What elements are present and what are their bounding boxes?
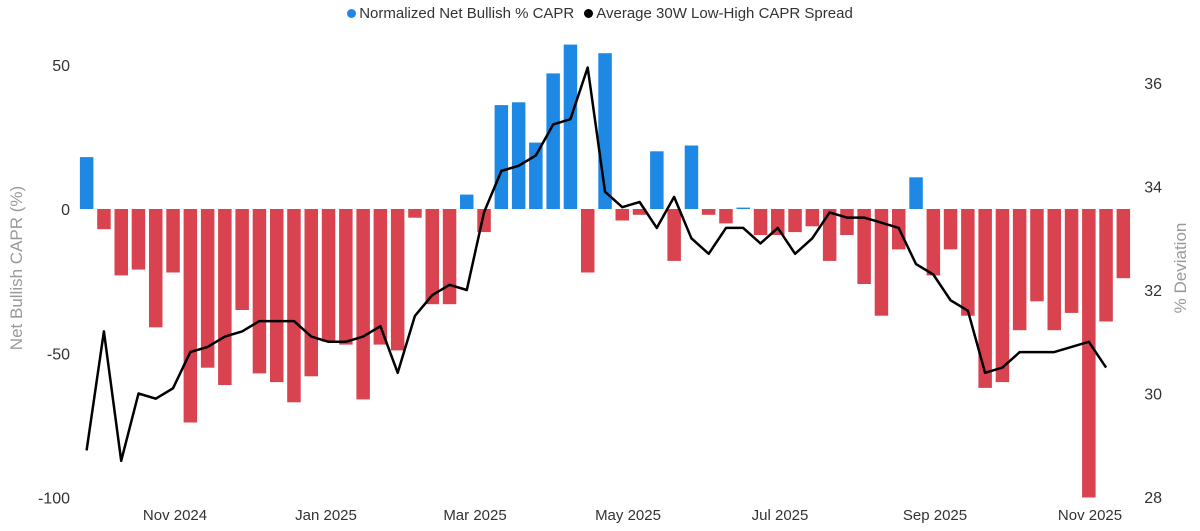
bar <box>252 209 267 374</box>
bar <box>857 209 871 284</box>
bar <box>926 209 941 276</box>
bar <box>1116 209 1131 279</box>
bar <box>408 209 422 218</box>
right-axis-tick: 32 <box>1144 283 1162 300</box>
bar <box>373 209 388 345</box>
bar <box>736 207 750 209</box>
bar <box>563 44 578 209</box>
legend-item-bullish[interactable]: Normalized Net Bullish % CAPR <box>347 5 574 22</box>
bar <box>321 209 336 342</box>
bar <box>650 151 664 209</box>
bar <box>460 194 474 209</box>
bar <box>356 209 370 400</box>
bar <box>840 209 854 235</box>
bar <box>1012 209 1027 331</box>
x-axis-tick: May 2025 <box>595 507 661 524</box>
bar <box>995 209 1010 383</box>
bar <box>719 209 733 224</box>
left-axis-tick: -50 <box>47 346 70 363</box>
bar <box>1064 209 1079 313</box>
left-axis-tick: -100 <box>38 491 70 508</box>
bar <box>200 209 215 368</box>
bar <box>771 209 785 235</box>
bar <box>511 102 526 209</box>
bar <box>978 209 992 388</box>
bar <box>581 209 595 273</box>
x-axis-tick: Jul 2025 <box>752 507 809 524</box>
bar <box>874 209 889 316</box>
x-axis-tick: Nov 2024 <box>143 507 207 524</box>
bar <box>1030 209 1044 302</box>
right-axis-tick: 34 <box>1144 180 1162 197</box>
bar <box>166 209 180 273</box>
bar <box>79 157 94 209</box>
bar <box>909 177 923 209</box>
bar <box>961 209 975 316</box>
bar <box>183 209 198 423</box>
bar <box>632 209 647 215</box>
spread-line <box>85 66 1108 463</box>
bar <box>494 105 509 209</box>
right-axis-tick: 28 <box>1144 490 1162 507</box>
x-axis-tick: Nov 2025 <box>1058 507 1122 524</box>
bar <box>425 209 439 305</box>
bar <box>822 209 837 261</box>
legend-label-spread: Average 30W Low-High CAPR Spread <box>596 5 853 22</box>
bar <box>1047 209 1061 331</box>
bar <box>667 209 681 261</box>
bar <box>339 209 353 345</box>
legend: Normalized Net Bullish % CAPR Average 30… <box>0 5 1200 22</box>
bar <box>788 209 802 233</box>
bar <box>131 209 146 270</box>
legend-label-bullish: Normalized Net Bullish % CAPR <box>359 5 575 22</box>
bar <box>529 142 543 209</box>
bar <box>1082 209 1096 498</box>
bar <box>615 209 629 221</box>
bar <box>701 209 716 215</box>
bar <box>218 209 232 385</box>
bar <box>390 209 405 351</box>
bar <box>943 209 958 250</box>
bar <box>97 209 111 230</box>
bar <box>235 209 249 310</box>
bar <box>1099 209 1113 322</box>
right-axis-tick: 36 <box>1144 76 1162 93</box>
right-axis-title: % Deviation <box>1171 223 1190 314</box>
bar <box>684 145 699 209</box>
bar <box>442 209 457 305</box>
left-axis-tick: 50 <box>52 58 70 75</box>
bar <box>546 73 560 210</box>
left-axis-title: Net Bullish CAPR (%) <box>7 186 26 350</box>
bar <box>304 209 318 377</box>
legend-dot-bullish <box>347 9 357 18</box>
x-axis-tick: Sep 2025 <box>903 507 967 524</box>
legend-dot-spread <box>584 9 594 18</box>
bar <box>805 209 820 227</box>
bar <box>270 209 284 383</box>
legend-item-spread[interactable]: Average 30W Low-High CAPR Spread <box>584 5 853 22</box>
bar <box>287 209 301 403</box>
bar <box>753 209 768 235</box>
x-axis-tick: Mar 2025 <box>443 507 506 524</box>
right-axis-tick: 30 <box>1144 387 1162 404</box>
left-axis-tick: 0 <box>61 202 70 219</box>
bar <box>114 209 128 276</box>
x-axis-tick: Jan 2025 <box>295 507 357 524</box>
bar <box>149 209 163 328</box>
